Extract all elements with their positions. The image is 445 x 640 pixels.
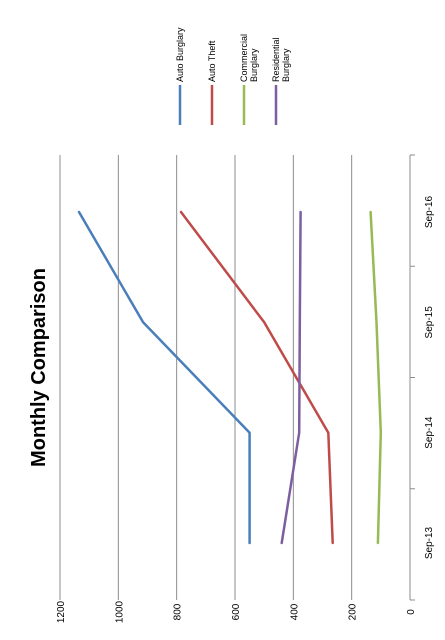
value-tick-label: 800 (173, 603, 184, 620)
value-tick-label: 200 (348, 603, 359, 620)
category-tick-label: Sep-14 (424, 416, 435, 449)
category-tick-label: Sep-16 (424, 195, 435, 228)
category-tick-label: Sep-13 (424, 526, 435, 559)
category-tick-label: Sep-15 (424, 306, 435, 339)
legend-label: Auto Burglary (175, 27, 185, 82)
series-lines (77, 210, 383, 545)
legend-label: Residential (271, 37, 281, 82)
value-tick-label: 0 (406, 609, 417, 615)
legend-label: Auto Theft (207, 40, 217, 82)
series-line (369, 210, 383, 545)
series-line (77, 210, 251, 545)
grid-lines (59, 155, 353, 600)
legend-label: Burglary (249, 48, 259, 82)
value-tick-label: 1000 (114, 600, 125, 623)
series-line (280, 210, 302, 545)
axes (409, 154, 415, 601)
series-line (179, 210, 334, 545)
chart-title: Monthly Comparison (28, 268, 50, 467)
legend-label: Burglary (281, 48, 291, 82)
legend: Auto Burglary Auto Theft Commercial Burglar… (175, 27, 291, 125)
value-tick-label: 400 (289, 603, 300, 620)
value-tick-label: 600 (231, 603, 242, 620)
tick-labels: 0 200 400 600 800 1000 1200 Sep-13 Sep-14 Sep-15 S… (56, 195, 435, 623)
value-tick-label: 1200 (56, 600, 67, 623)
legend-label: Commercial (239, 34, 249, 82)
